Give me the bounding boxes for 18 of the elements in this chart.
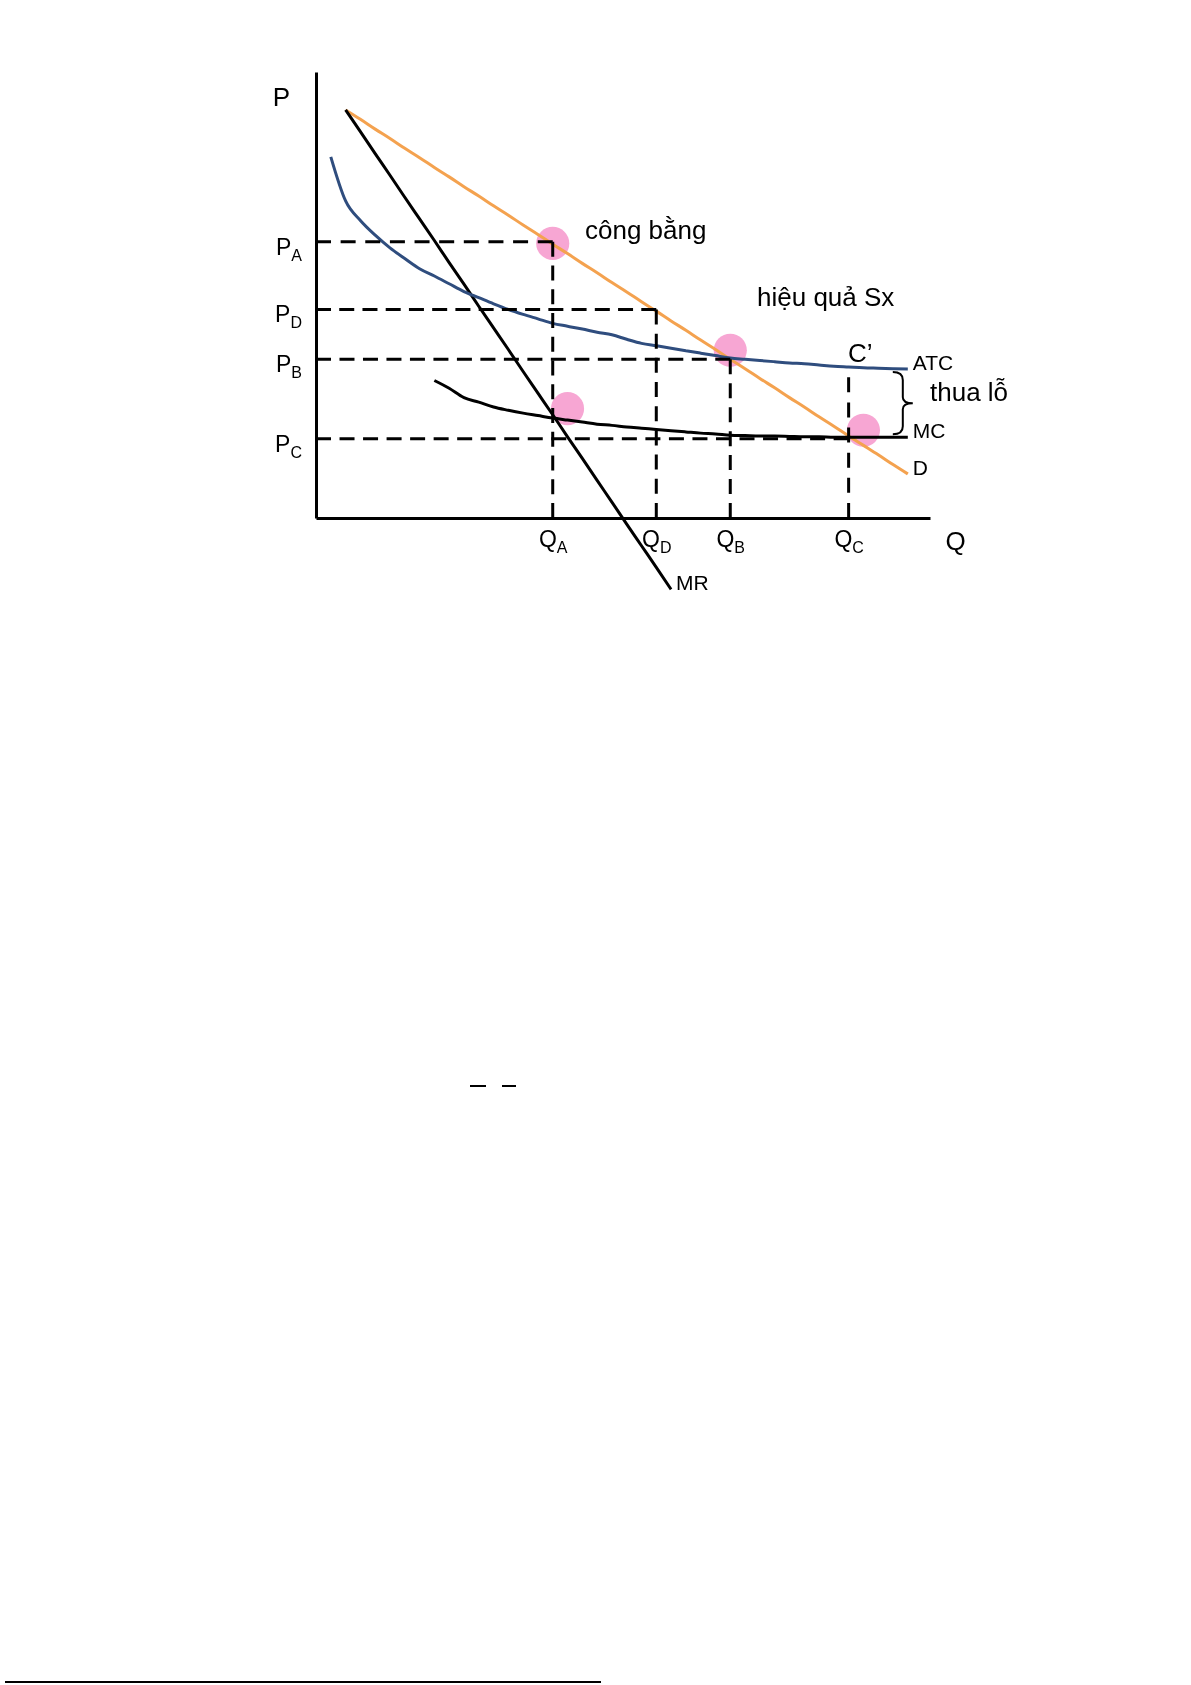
series-label: P$_{D}$ [275, 301, 302, 332]
annotation: hiệu quả Sx [757, 282, 895, 312]
x-tick-label: Q$_{C}$ [834, 525, 864, 556]
annotation: công bằng [585, 215, 707, 245]
annotation: thua lỗ [930, 377, 1009, 407]
series-label: MC [912, 418, 946, 442]
series-label: D [912, 455, 928, 479]
x-tick-label: Q$_{D}$ [642, 525, 672, 556]
x-tick-label: Q$_{B}$ [716, 525, 746, 556]
annotation: C’ [848, 338, 873, 368]
series-label: P$_{B}$ [275, 351, 302, 382]
series-label: ATC [912, 350, 954, 374]
x-tick-label: Q$_{A}$ [538, 525, 568, 556]
series-label: P$_{A}$ [275, 233, 303, 265]
x-axis-title: Q [945, 525, 966, 556]
y-axis-title: P [272, 81, 291, 112]
series-label: MR [676, 570, 709, 594]
series-label: P$_{C}$ [275, 430, 302, 462]
